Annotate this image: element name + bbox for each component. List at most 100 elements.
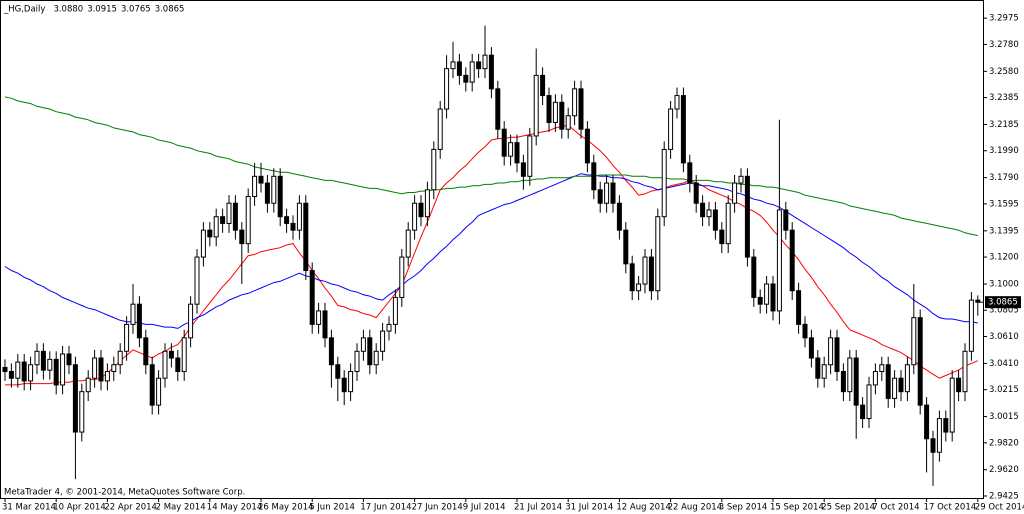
candle-body [60,353,66,386]
candle-body [488,54,494,90]
candle-body [629,263,635,292]
candle-body [514,142,520,164]
candle-body [508,142,514,157]
x-tick-label: 21 Jul 2014 [514,503,562,513]
y-tick-label: 3.1000 [989,279,1019,289]
candle-body [284,216,290,224]
candle-body [239,229,245,245]
candle-body [156,377,162,406]
candle-body [872,370,878,386]
candle-body [136,303,142,339]
candle-body [648,256,654,292]
candle-body [104,370,110,382]
candle-body [79,391,85,433]
candle-body [469,61,475,83]
candle-body [175,357,181,372]
candle-body [879,364,885,372]
candle-body [392,296,398,325]
candle-body [450,61,456,70]
candle-body [719,229,725,245]
x-tick-label: 29 Oct 2014 [975,503,1024,513]
candle-body [706,209,712,218]
y-tick-label: 2.9425 [989,491,1019,501]
candle-body [693,182,699,204]
candle-body [956,377,962,393]
candle-body [226,202,232,224]
candle-body [322,310,328,339]
candle-body [898,377,904,393]
candle-body [680,95,686,164]
last-price-label: 3.0865 [988,298,1018,308]
candle-body [604,182,610,204]
y-tick-label: 2.9620 [989,465,1019,475]
candle-body [924,404,930,440]
candle-body [53,358,59,386]
candle-body [117,350,123,366]
candle-body [354,350,360,372]
candle-body [367,337,373,366]
candle-body [821,364,827,379]
candle-body [98,357,104,382]
x-tick-label: 17 Oct 2014 [924,503,977,513]
header-value: 3.0880 [53,5,83,15]
y-tick-label: 3.2185 [989,120,1019,130]
candle-body [40,350,46,371]
candle-body [456,61,462,76]
candle-body [770,283,776,312]
header-value: 3.0765 [121,5,151,15]
candle-body [834,337,840,372]
y-tick-label: 3.0805 [989,306,1019,316]
candle-body [220,216,226,224]
candle-body [15,361,21,379]
x-tick-label: 15 Sep 2014 [770,503,824,513]
candle-body [668,108,674,150]
moving-average [4,96,978,236]
candle-body [757,296,763,305]
candle-body [559,101,565,130]
candle-body [501,128,507,157]
candle-body [386,323,392,332]
candle-body [47,358,53,371]
candle-body [885,364,891,399]
x-tick-label: 31 Mar 2014 [2,503,56,513]
moving-average [4,173,978,329]
candle-body [565,115,571,130]
candle-body [431,148,437,191]
candle-body [847,357,853,393]
y-tick-label: 3.2780 [989,40,1019,50]
candle-body [316,310,322,325]
candle-body [828,337,834,366]
candle-body [360,337,366,352]
candle-body [783,209,789,231]
candle-body [687,162,693,184]
candle-body [92,357,98,379]
y-tick-label: 2.9820 [989,438,1019,448]
candle-body [168,350,174,359]
candle-body [738,175,744,184]
candle-body [892,377,898,399]
candle-body [162,350,168,379]
y-tick-label: 3.0015 [989,412,1019,422]
candle-body [661,148,667,218]
candle-body [245,196,251,245]
candle-body [962,350,968,393]
candle-body [271,175,277,204]
candle-body [968,299,974,352]
candle-body [181,337,187,372]
candle-body [194,256,200,305]
candle-body [802,323,808,339]
y-tick-label: 3.1395 [989,226,1019,236]
candle-body [335,364,341,379]
x-tick-label: 3 Sep 2014 [719,503,767,513]
candle-body [264,182,270,204]
y-tick-label: 3.1200 [989,253,1019,263]
x-tick-label: 9 Jul 2014 [463,503,506,513]
candle-body [124,323,130,352]
candle-body [520,162,526,177]
candle-body [533,74,539,137]
candle-body [700,202,706,218]
candle-body [66,353,72,366]
candle-body [380,330,386,352]
credit: MetaTrader 4, © 2001-2014, MetaQuotes So… [4,488,245,498]
